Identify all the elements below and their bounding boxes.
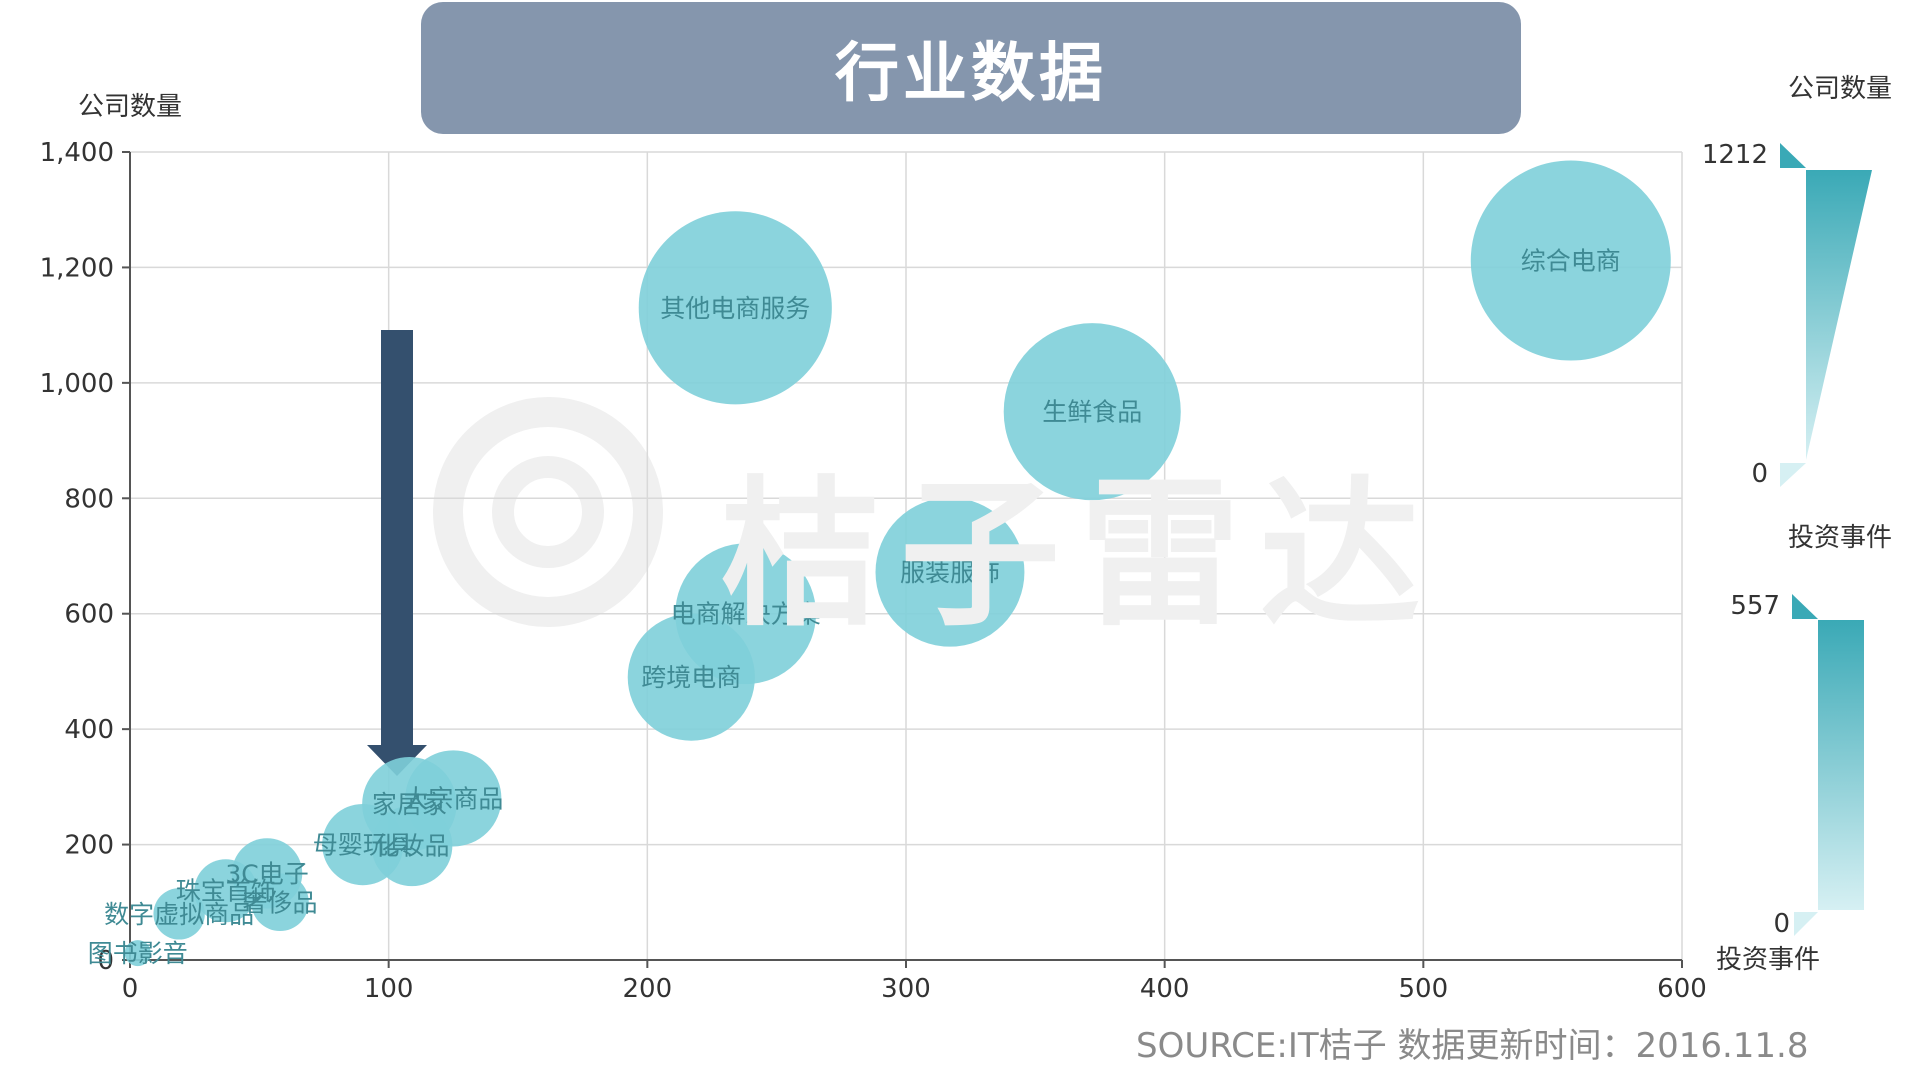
x-tick-label: 300: [881, 974, 931, 1004]
bubble-label: 珠宝首饰: [176, 877, 276, 906]
source-note: SOURCE:IT桔子 数据更新时间：2016.11.8: [1136, 1026, 1809, 1066]
y-tick-label: 600: [64, 600, 114, 630]
bubble: [638, 211, 832, 405]
arrow-annotation: [367, 330, 427, 776]
size-legend-max: 1212: [1702, 140, 1768, 170]
x-tick-label: 200: [623, 974, 673, 1004]
color-legend-bar: [1818, 620, 1864, 910]
y-tick-label: 0: [97, 946, 114, 976]
bubble-label: 母婴玩具: [313, 831, 413, 860]
bubbles: 综合电商其他电商服务生鲜食品服装服饰电商解决方案跨境电商大宗商品家居家母婴玩具化…: [88, 160, 1671, 968]
size-legend-min-handle: [1780, 463, 1806, 487]
bubble-label: 化妆品: [374, 832, 449, 861]
bubble: [1003, 323, 1181, 501]
bubble-label: 奢侈品: [243, 888, 318, 917]
size-legend-wedge: [1806, 170, 1872, 460]
page-title: 行业数据: [835, 37, 1107, 111]
bubble-label: 跨境电商: [641, 663, 741, 692]
watermark: [433, 397, 663, 627]
bubble: [627, 613, 755, 741]
bubble: [194, 859, 258, 923]
color-legend-min-handle: [1794, 912, 1818, 936]
title-banner: 行业数据: [421, 2, 1521, 134]
bubble-label: 其他电商服务: [660, 294, 810, 323]
color-legend-title: 投资事件: [1788, 523, 1892, 553]
x-tick-label: 500: [1399, 974, 1449, 1004]
x-tick-label: 600: [1657, 974, 1707, 1004]
watermark-text: 桔子雷达: [720, 461, 1441, 648]
x-tick-label: 400: [1140, 974, 1190, 1004]
bubble-label: 电商解决方案: [671, 600, 821, 629]
bubble-label: 家居家: [372, 790, 447, 819]
y-tick-label: 200: [64, 831, 114, 861]
bubble-label: 服装服饰: [900, 558, 1000, 587]
bubble: [875, 497, 1025, 647]
y-tick-label: 1,200: [40, 253, 114, 283]
color-legend-caption: 投资事件: [1716, 945, 1820, 975]
size-legend-title: 公司数量: [1788, 74, 1892, 104]
bubble-label: 综合电商: [1521, 247, 1621, 276]
color-legend-max-handle: [1792, 594, 1818, 619]
y-tick-label: 1,400: [40, 138, 114, 168]
color-legend-min: 0: [1773, 909, 1790, 939]
y-tick-label: 800: [64, 484, 114, 514]
legend: 公司数量 1212 0 投资事件 557 0 投资事件: [1702, 74, 1892, 975]
y-axis-title: 公司数量: [78, 92, 182, 122]
y-tick-label: 400: [64, 715, 114, 745]
axes: 0 100 200 300 400 500 600 0 200 400 600 800 1,000 1,2…: [40, 92, 1707, 1004]
bubble-label: 大宗商品: [403, 784, 503, 813]
x-tick-label: 0: [122, 974, 139, 1004]
y-tick-label: 1,000: [40, 369, 114, 399]
bubble-label: 图书影音: [88, 939, 188, 968]
bubble-label: 3C电子: [225, 859, 308, 888]
bubble: [371, 805, 453, 887]
x-tick-label: 100: [364, 974, 414, 1004]
bubble: [124, 940, 151, 967]
bubble: [251, 873, 309, 932]
color-legend-max: 557: [1730, 591, 1780, 621]
bubble: [1470, 160, 1671, 361]
bubble-label: 数字虚拟商品: [104, 900, 254, 929]
arrow-shaft: [381, 330, 413, 750]
bubble: [153, 888, 205, 940]
size-legend-min: 0: [1751, 459, 1768, 489]
bubble-label: 生鲜食品: [1042, 398, 1142, 427]
size-legend-max-handle: [1780, 143, 1806, 168]
